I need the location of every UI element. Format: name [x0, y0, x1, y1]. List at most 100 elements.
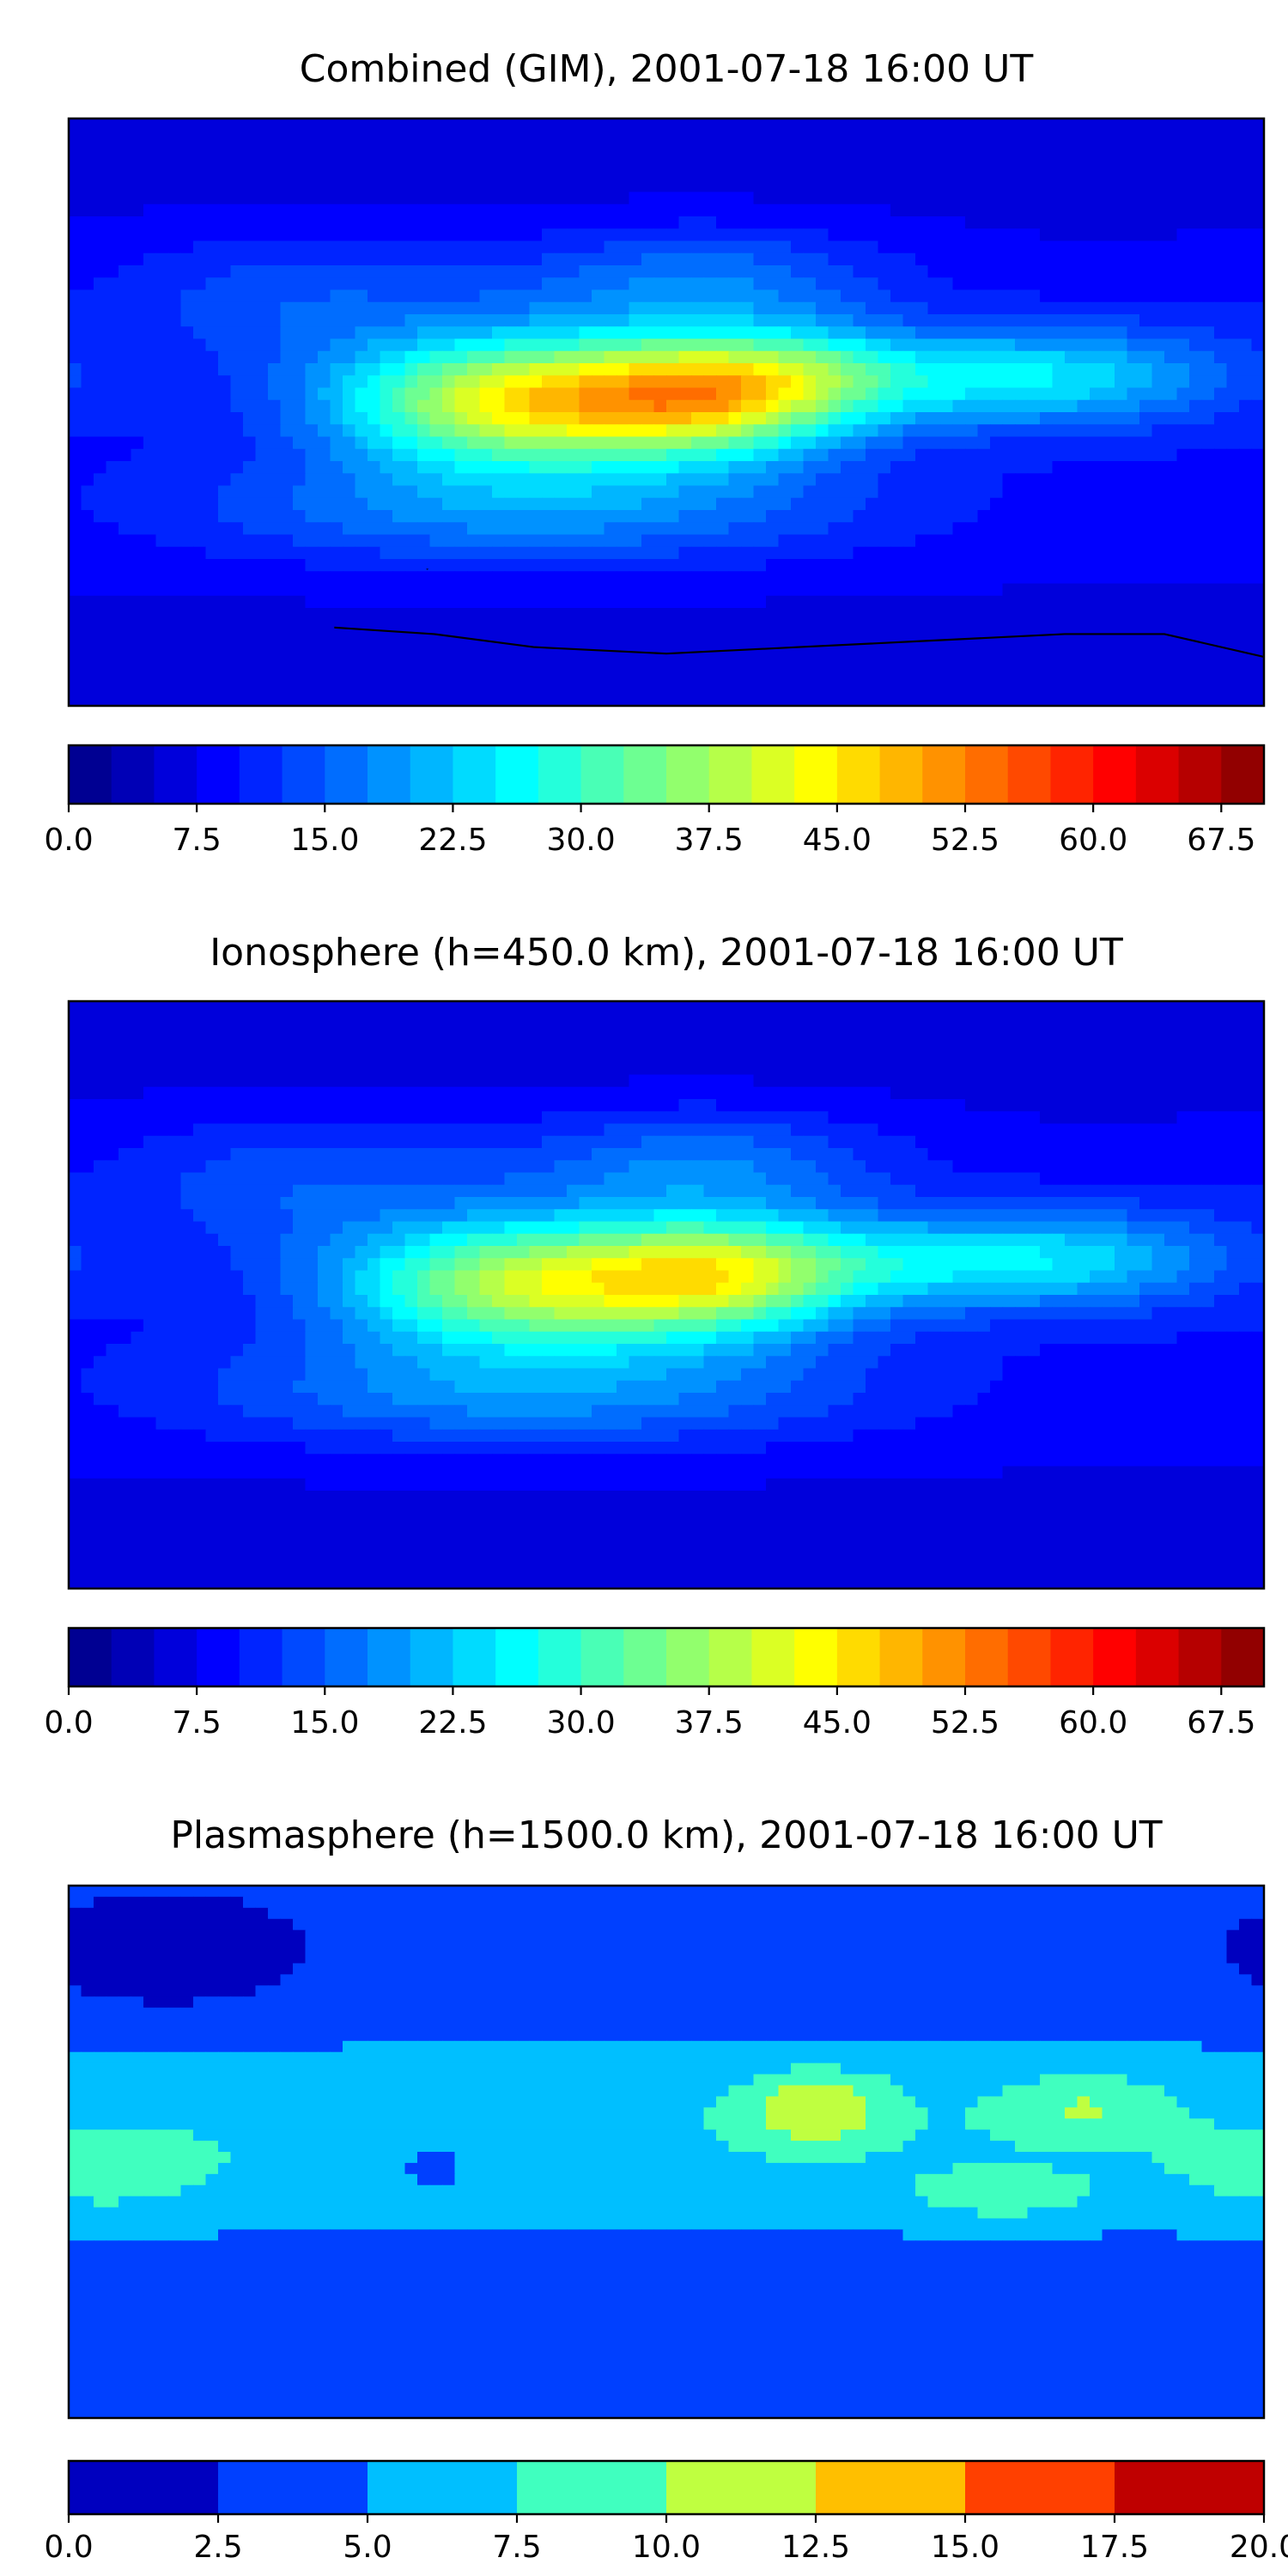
- heatmap-cell: [952, 559, 966, 572]
- heatmap-cell: [841, 497, 854, 511]
- heatmap-cell: [915, 326, 929, 340]
- heatmap-cell: [1239, 191, 1253, 205]
- heatmap-cell: [81, 461, 94, 474]
- heatmap-cell: [1115, 534, 1128, 548]
- heatmap-cell: [890, 326, 904, 340]
- heatmap-cell: [567, 583, 580, 597]
- heatmap-cell: [579, 228, 592, 242]
- heatmap-cell: [106, 473, 119, 487]
- heatmap-cell: [592, 118, 605, 131]
- heatmap-cell: [1226, 559, 1240, 572]
- heatmap-cell: [155, 448, 169, 462]
- heatmap-cell: [1115, 559, 1128, 572]
- heatmap-cell: [977, 167, 991, 180]
- heatmap-cell: [1015, 204, 1029, 217]
- heatmap-cell: [952, 571, 966, 585]
- heatmap-cell: [1002, 118, 1016, 131]
- heatmap-cell: [143, 314, 157, 327]
- heatmap-cell: [878, 326, 891, 340]
- heatmap-cell: [653, 131, 667, 144]
- heatmap-cell: [467, 204, 481, 217]
- heatmap-cell: [417, 143, 431, 156]
- heatmap-cell: [343, 1037, 356, 1051]
- heatmap-cell: [467, 265, 481, 278]
- heatmap-cell: [517, 155, 531, 168]
- heatmap-cell: [1201, 461, 1215, 474]
- heatmap-cell: [168, 461, 182, 474]
- heatmap-cell: [890, 424, 904, 438]
- heatmap-cell: [579, 461, 592, 474]
- heatmap-cell: [703, 522, 717, 536]
- heatmap-cell: [392, 363, 406, 376]
- heatmap-cell: [666, 277, 680, 291]
- heatmap-cell: [741, 240, 755, 254]
- heatmap-cell: [1214, 399, 1228, 413]
- heatmap-cell: [1090, 424, 1103, 438]
- heatmap-cell: [479, 265, 493, 278]
- heatmap-cell: [417, 204, 431, 217]
- heatmap-cell: [1139, 461, 1153, 474]
- heatmap-cell: [268, 338, 282, 352]
- heatmap-cell: [1214, 559, 1228, 572]
- heatmap-cell: [890, 387, 904, 401]
- heatmap-cell: [592, 522, 605, 536]
- heatmap-cell: [155, 608, 169, 621]
- heatmap-cell: [1102, 595, 1115, 609]
- heatmap-cell: [1151, 363, 1165, 376]
- heatmap-cell: [467, 118, 481, 131]
- heatmap-cell: [853, 436, 866, 450]
- heatmap-cell: [305, 571, 319, 585]
- heatmap-cell: [305, 436, 319, 450]
- heatmap-cell: [1027, 644, 1041, 658]
- heatmap-cell: [193, 1001, 207, 1014]
- heatmap-cell: [368, 314, 381, 327]
- heatmap-cell: [791, 559, 805, 572]
- heatmap-cell: [841, 289, 854, 303]
- heatmap-cell: [678, 522, 692, 536]
- heatmap-cell: [554, 583, 568, 597]
- heatmap-cell: [1201, 620, 1215, 634]
- heatmap-cell: [678, 191, 692, 205]
- heatmap-cell: [343, 681, 356, 695]
- heatmap-cell: [890, 583, 904, 597]
- heatmap-cell: [81, 289, 94, 303]
- heatmap-cell: [841, 412, 854, 425]
- heatmap-cell: [741, 1013, 755, 1027]
- heatmap-cell: [915, 595, 929, 609]
- heatmap-cell: [255, 363, 269, 376]
- heatmap-cell: [268, 546, 282, 560]
- heatmap-cell: [653, 350, 667, 364]
- heatmap-cell: [1052, 681, 1066, 695]
- heatmap-cell: [728, 326, 742, 340]
- heatmap-cell: [1127, 485, 1140, 499]
- heatmap-cell: [542, 1025, 556, 1039]
- heatmap-cell: [1090, 387, 1103, 401]
- heatmap-cell: [542, 375, 556, 389]
- heatmap-cell: [118, 399, 132, 413]
- heatmap-cell: [106, 595, 119, 609]
- heatmap-cell: [1077, 167, 1091, 180]
- heatmap-cell: [255, 350, 269, 364]
- heatmap-cell: [467, 277, 481, 291]
- heatmap-cell: [1002, 131, 1016, 144]
- heatmap-cell: [579, 448, 592, 462]
- heatmap-cell: [1065, 240, 1078, 254]
- heatmap-cell: [604, 338, 617, 352]
- heatmap-cell: [429, 681, 443, 695]
- heatmap-cell: [517, 632, 531, 646]
- heatmap-cell: [1115, 131, 1128, 144]
- heatmap-cell: [1127, 534, 1140, 548]
- heatmap-cell: [1151, 485, 1165, 499]
- heatmap-cell: [1027, 350, 1041, 364]
- heatmap-cell: [1027, 473, 1041, 487]
- heatmap-cell: [542, 412, 556, 425]
- heatmap-cell: [554, 399, 568, 413]
- heatmap-cell: [1164, 252, 1178, 266]
- heatmap-cell: [1139, 216, 1153, 229]
- heatmap-cell: [305, 265, 319, 278]
- heatmap-cell: [255, 240, 269, 254]
- heatmap-cell: [131, 510, 144, 523]
- heatmap-cell: [454, 387, 468, 401]
- heatmap-cell: [1164, 424, 1178, 438]
- heatmap-cell: [1077, 216, 1091, 229]
